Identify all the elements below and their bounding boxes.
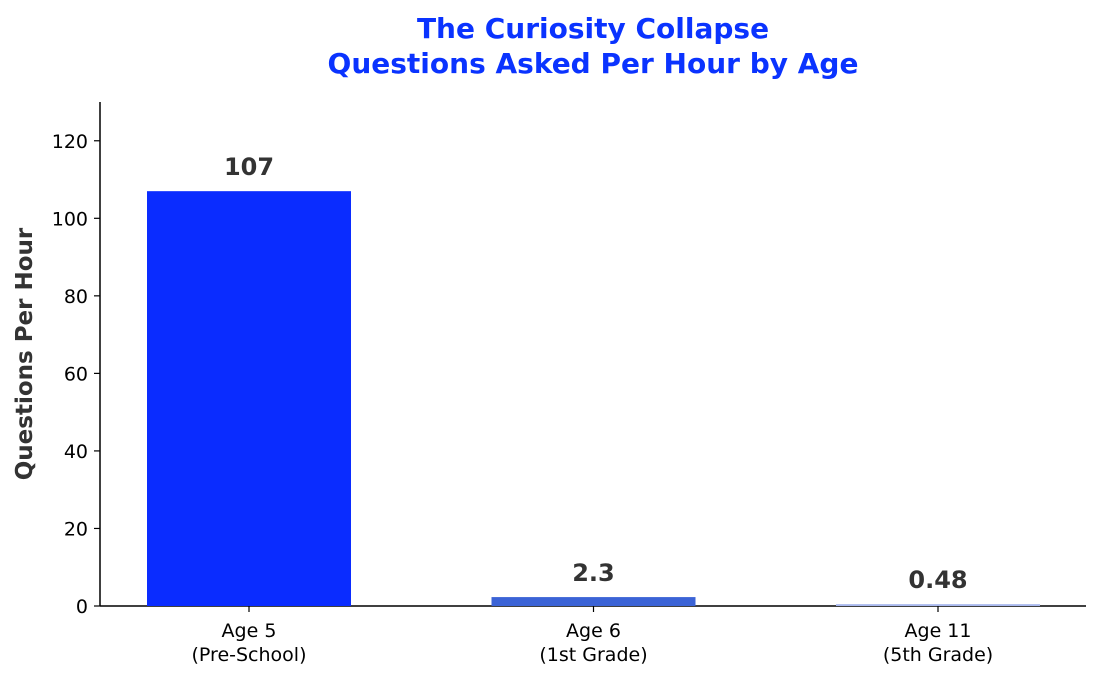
y-tick-label: 80 bbox=[64, 286, 88, 308]
bar bbox=[147, 191, 351, 606]
value-label: 107 bbox=[224, 153, 274, 181]
value-label: 0.48 bbox=[908, 566, 967, 594]
y-tick-label: 100 bbox=[52, 208, 88, 230]
value-label: 2.3 bbox=[572, 559, 615, 587]
x-tick-label: Age 6 (1st Grade) bbox=[539, 620, 647, 666]
y-tick-label: 60 bbox=[64, 363, 88, 385]
x-tick-label: Age 5 (Pre-School) bbox=[192, 620, 307, 666]
chart-subtitle: Questions Asked Per Hour by Age bbox=[328, 47, 859, 80]
y-tick-label: 0 bbox=[76, 596, 88, 618]
x-tick-label: Age 11 (5th Grade) bbox=[883, 620, 993, 666]
y-axis-label: Questions Per Hour bbox=[12, 227, 38, 480]
chart-title: The Curiosity Collapse bbox=[417, 12, 769, 45]
y-tick-label: 20 bbox=[64, 518, 88, 540]
bar bbox=[491, 597, 696, 606]
y-tick-label: 120 bbox=[52, 131, 88, 153]
bar bbox=[836, 604, 1040, 606]
y-tick-label: 40 bbox=[64, 441, 88, 463]
